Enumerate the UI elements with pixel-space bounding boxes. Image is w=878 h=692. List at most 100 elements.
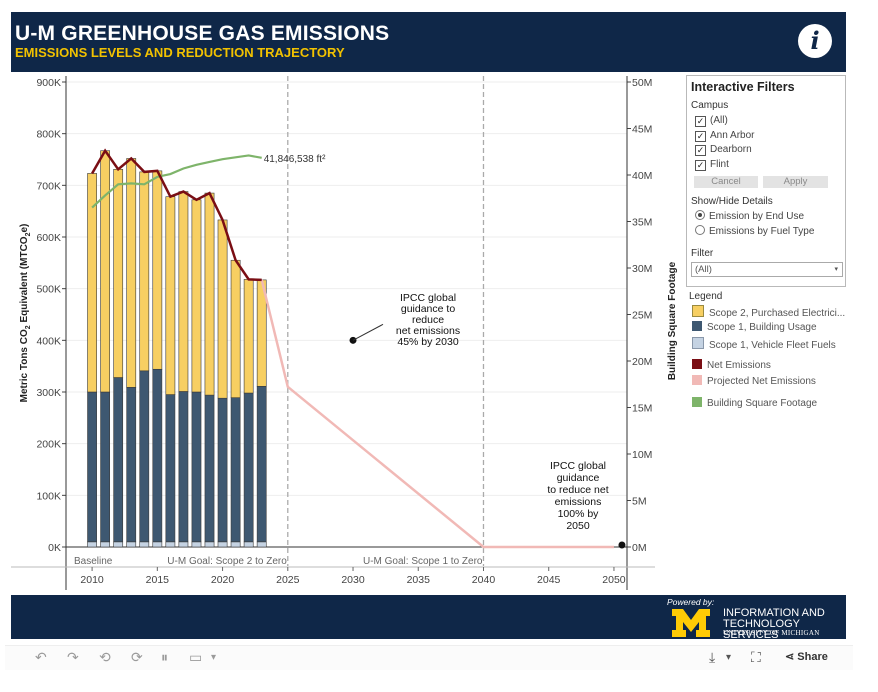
y2-tick-label: 15M <box>632 403 652 415</box>
bar-segment <box>113 169 124 378</box>
y-tick-label: 100K <box>36 490 61 502</box>
y-tick-label: 700K <box>36 180 61 192</box>
bar-segment <box>204 192 215 396</box>
info-icon[interactable]: i <box>798 24 832 58</box>
campus-checkbox-ann-arbor[interactable]: ✓ Ann Arbor <box>695 130 755 142</box>
filters-title: Interactive Filters <box>691 80 795 94</box>
legend-item-projected[interactable]: Projected Net Emissions <box>692 375 816 387</box>
bar-segment <box>139 541 150 548</box>
annotation-marker <box>618 541 626 549</box>
square-footage-line <box>91 154 262 209</box>
filter-label: Filter <box>691 248 714 259</box>
share-button[interactable]: ⋖ Share <box>785 651 828 663</box>
apply-button[interactable]: Apply <box>763 176 828 188</box>
campus-checkbox-flint[interactable]: ✓ Flint <box>695 159 729 171</box>
campus-label: Campus <box>691 100 729 111</box>
download-icon[interactable]: ⤓ <box>709 649 716 665</box>
details-label: Show/Hide Details <box>691 196 773 207</box>
bar-segment <box>191 541 202 548</box>
annotation-text: to reduce net <box>547 484 608 496</box>
pause-icon[interactable]: ⏸ <box>161 649 168 665</box>
bar-segment <box>217 541 228 548</box>
bar-segment <box>152 541 163 548</box>
x-tick-label: 2020 <box>211 574 235 586</box>
undo-icon[interactable]: ↶ <box>35 649 47 665</box>
bar-segment <box>139 370 150 543</box>
annotation-text: net emissions <box>396 325 460 337</box>
bar-segment <box>126 541 137 548</box>
y-tick-label: 0K <box>48 542 61 554</box>
bar-segment <box>178 191 189 392</box>
projected-net-emissions-line <box>260 279 614 549</box>
legend-item-net-emissions[interactable]: Net Emissions <box>692 359 771 371</box>
legend-item-square-footage[interactable]: Building Square Footage <box>692 397 817 409</box>
dropdown-caret-icon: ▾ <box>834 266 838 273</box>
campus-checkbox-dearborn[interactable]: ✓ Dearborn <box>695 144 752 156</box>
interactive-filters-panel: Interactive Filters Campus ✓ (All) ✓ Ann A… <box>686 75 846 287</box>
x-tick-label: 2015 <box>146 574 170 586</box>
y-tick-label: 800K <box>36 129 61 141</box>
radio-emission-by-end-use[interactable]: Emission by End Use <box>695 210 804 223</box>
refresh-icon[interactable]: ⟳ <box>131 649 143 665</box>
campus-checkbox-all[interactable]: ✓ (All) <box>695 115 728 127</box>
bar-segment <box>165 394 176 543</box>
download-dropdown-caret-icon[interactable]: ▾ <box>726 652 732 663</box>
device-dropdown-caret-icon[interactable]: ▾ <box>211 652 217 663</box>
dashboard-subtitle: EMISSIONS LEVELS AND REDUCTION TRAJECTOR… <box>15 45 345 60</box>
radio-emissions-by-fuel-type[interactable]: Emissions by Fuel Type <box>695 225 814 238</box>
bar-segment <box>113 377 124 543</box>
cancel-button[interactable]: Cancel <box>694 176 758 188</box>
annotation-text: 45% by 2030 <box>397 336 458 348</box>
bar-segment <box>113 541 124 548</box>
y2-tick-label: 35M <box>632 217 652 229</box>
its-name: INFORMATION AND TECHNOLOGY SERVICES <box>723 607 825 641</box>
bar-segment <box>230 397 241 543</box>
chart-legend: Legend Scope 2, Purchased Electrici... S… <box>689 291 849 409</box>
bar-segment <box>230 541 241 548</box>
radio-selected-icon <box>695 210 705 220</box>
annotation-text: IPCC global <box>550 460 606 472</box>
university-name: UNIVERSITY OF MICHIGAN <box>723 629 820 637</box>
bar-segment <box>256 541 267 548</box>
share-icon: ⋖ <box>785 651 795 663</box>
y-tick-label: 600K <box>36 232 61 244</box>
filter-select[interactable]: (All) ▾ <box>691 262 843 277</box>
y2-tick-label: 20M <box>632 356 652 368</box>
goal-reference-label: U-M Goal: Scope 1 to Zero <box>363 556 483 567</box>
legend-item-scope1-fleet[interactable]: Scope 1, Vehicle Fleet Fuels <box>692 337 836 351</box>
annotation-text: guidance <box>557 472 600 484</box>
revert-icon[interactable]: ⟲ <box>99 649 111 665</box>
bar-segment <box>139 171 150 372</box>
bar-segment <box>100 541 111 548</box>
x-tick-label: 2030 <box>341 574 365 586</box>
bar-segment <box>87 541 97 548</box>
device-layout-icon[interactable]: ▭ <box>189 649 203 665</box>
goal-reference-label: U-M Goal: Scope 2 to Zero <box>167 556 287 567</box>
bar-segment <box>165 196 176 395</box>
y2-tick-label: 50M <box>632 77 652 89</box>
redo-icon[interactable]: ↷ <box>67 649 79 665</box>
fullscreen-icon[interactable]: ⛶ <box>751 649 761 665</box>
annotation-text: guidance to <box>401 303 455 315</box>
y2-tick-label: 0M <box>632 542 647 554</box>
checkbox-check-icon: ✓ <box>695 131 706 142</box>
viz-toolbar: ↶ ↷ ⟲ ⟳ ⏸ ▭ ▾ ⤓ ▾ ⛶ ⋖ Share <box>5 645 853 670</box>
x-tick-label: 2025 <box>276 574 300 586</box>
y2-tick-label: 45M <box>632 124 652 136</box>
powered-by-text: Powered by: <box>667 597 715 607</box>
y-axis-title: Metric Tons CO2 Equivalent (MTCO2e) <box>19 224 32 403</box>
legend-item-scope2[interactable]: Scope 2, Purchased Electrici... <box>692 305 845 319</box>
legend-swatch <box>692 321 702 331</box>
bar-segment <box>178 391 189 543</box>
checkbox-check-icon: ✓ <box>695 145 706 156</box>
plot-area <box>66 76 627 547</box>
x-tick-label: 2035 <box>407 574 431 586</box>
legend-swatch <box>692 397 702 407</box>
legend-swatch <box>692 375 702 385</box>
bar-segment <box>126 387 137 543</box>
y2-tick-label: 40M <box>632 170 652 182</box>
y-tick-label: 900K <box>36 77 61 89</box>
square-footage-label: 41,846,538 ft² <box>264 154 326 165</box>
legend-item-scope1-building[interactable]: Scope 1, Building Usage <box>692 321 817 333</box>
x-tick-label: 2040 <box>472 574 496 586</box>
